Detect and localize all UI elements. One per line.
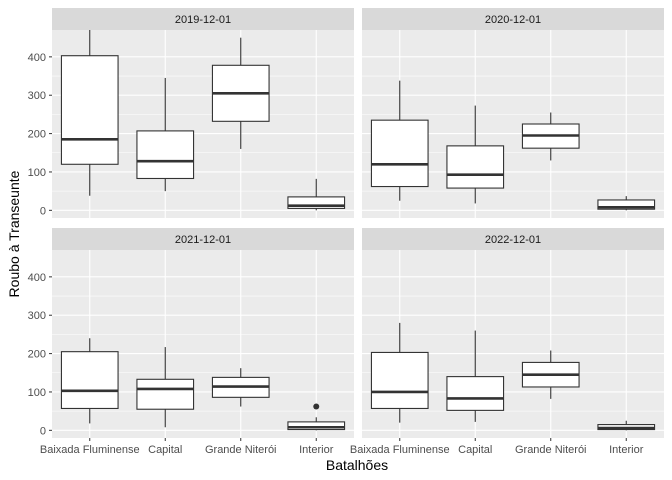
y-tick-label: 400 (28, 52, 46, 64)
y-tick-label: 200 (28, 129, 46, 141)
facet-strip (362, 8, 664, 30)
y-tick-label: 200 (28, 349, 46, 361)
box-iqr (60, 351, 119, 410)
x-tick-label: Grande Niterói (205, 444, 277, 456)
box-iqr (136, 378, 195, 410)
box-iqr (60, 55, 119, 165)
box-iqr (597, 199, 656, 210)
box-Interior (597, 420, 656, 431)
box-Baixada Fluminense (60, 338, 119, 424)
y-tick-label: 400 (28, 272, 46, 284)
box-Interior (287, 403, 346, 431)
box-iqr (446, 145, 505, 189)
panel-background (52, 250, 354, 438)
y-tick-label: 300 (28, 90, 46, 102)
box-iqr (136, 130, 195, 180)
x-tick-label: Interior (299, 444, 334, 456)
facet-strip (362, 228, 664, 250)
box-iqr (287, 196, 346, 209)
facet-panel-2020-12-01: 2020-12-01 (362, 8, 664, 218)
facet-strip (52, 228, 354, 250)
box-Baixada Fluminense (60, 30, 119, 196)
box-iqr (370, 119, 429, 188)
x-tick-label: Baixada Fluminense (40, 444, 140, 456)
box-Interior (287, 178, 346, 211)
box-Capital (446, 330, 505, 422)
facet-strip-label: 2021-12-01 (175, 234, 231, 246)
facet-strip (52, 8, 354, 30)
y-axis-title: Roubo à Transeunte (6, 170, 22, 297)
box-Grande Niterói (521, 112, 580, 161)
box-Baixada Fluminense (370, 80, 429, 201)
box-Grande Niterói (211, 368, 270, 407)
panel-background (362, 250, 664, 438)
y-tick-label: 100 (28, 387, 46, 399)
facet-strip-label: 2019-12-01 (175, 14, 231, 26)
box-Capital (136, 347, 195, 428)
y-tick-label: 300 (28, 310, 46, 322)
y-tick-label: 100 (28, 167, 46, 179)
box-Baixada Fluminense (370, 322, 429, 423)
facet-panel-2022-12-01: 2022-12-01 (362, 228, 664, 438)
x-tick-label: Capital (458, 444, 492, 456)
box-iqr (446, 376, 505, 411)
x-tick-label: Capital (148, 444, 182, 456)
x-tick-label: Baixada Fluminense (350, 444, 450, 456)
box-Capital (136, 77, 195, 192)
x-tick-label: Interior (609, 444, 644, 456)
x-axis-title: Batalhões (326, 457, 388, 473)
box-iqr (370, 351, 429, 410)
box-Capital (446, 105, 505, 204)
box-Grande Niterói (211, 37, 270, 149)
y-tick-label: 0 (40, 425, 46, 437)
x-tick-label: Grande Niterói (515, 444, 587, 456)
box-Grande Niterói (521, 350, 580, 399)
facet-panel-2019-12-01: 2019-12-01 (52, 8, 354, 218)
facet-strip-label: 2020-12-01 (485, 14, 541, 26)
y-tick-label: 0 (40, 205, 46, 217)
outlier-point (313, 403, 320, 410)
facet-panel-2021-12-01: 2021-12-01 (52, 228, 354, 438)
facet-strip-label: 2022-12-01 (485, 234, 541, 246)
box-iqr (287, 421, 346, 431)
box-Interior (597, 196, 656, 211)
